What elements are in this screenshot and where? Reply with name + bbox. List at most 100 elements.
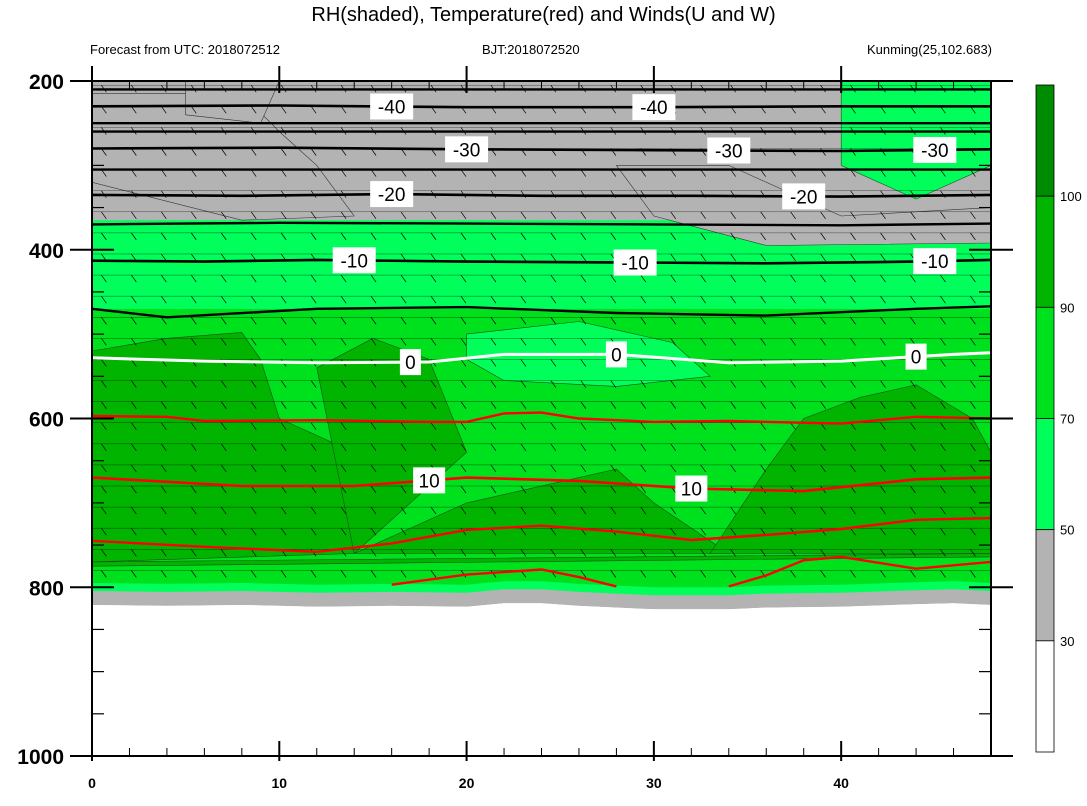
wind-barb [910,422,916,430]
wind-barb [910,295,916,304]
isotherm-label-box [905,343,927,370]
y-tick-label: 400 [29,240,64,263]
wind-barb [730,317,736,325]
wind-barb [820,549,826,557]
wind-barb [700,253,706,262]
wind-barb [550,401,557,409]
wind-barb [700,506,706,515]
wind-barb [610,485,617,494]
wind-barb [820,274,826,283]
wind-barb [101,506,107,515]
wind-barb [850,401,856,409]
wind-barb [850,232,856,241]
wind-barb [850,317,856,325]
wind-barb [280,401,287,409]
wind-barb [370,527,377,536]
wind-barb [730,464,736,473]
wind-barb [580,253,587,262]
wind-barb [760,464,766,473]
wind-barb [580,338,587,346]
wind-barb [161,232,167,241]
wind-barb [310,232,317,241]
isotherm-label: -20 [378,185,405,206]
wind-barb [610,443,617,452]
wind-barb [340,211,347,219]
wind-barb [340,443,347,452]
wind-barb [310,570,317,578]
wind-barb [700,317,706,325]
wind-barb [400,485,407,494]
wind-barb [101,274,107,283]
wind-barb [161,317,167,325]
wind-barb [610,380,617,388]
temperature-isotherm-0 [92,351,991,365]
isotherm-label-box [605,341,627,368]
wind-barb [700,527,706,536]
wind-barb [340,422,347,430]
wind-barb [490,295,497,304]
isotherm-label: -10 [340,251,367,272]
wind-barb [610,422,617,430]
wind-barb [940,464,946,473]
wind-barb [370,570,377,578]
wind-barb [400,570,407,578]
wind-barb [550,317,557,325]
wind-barb [640,401,647,409]
wind-barb [640,464,647,473]
wind-barb [910,232,916,241]
wind-barb [550,338,557,346]
wind-barb [250,401,257,409]
wind-barb [101,549,107,557]
wind-barb [730,549,736,557]
wind-barb [340,317,347,325]
wind-barb [520,443,527,452]
wind-barb [700,422,706,430]
wind-barb [430,338,437,346]
wind-barb [760,211,766,219]
wind-barb [970,295,976,304]
wind-barb [220,253,227,262]
temperature-isotherm [92,516,991,554]
wind-barb [940,274,946,283]
wind-barb [820,253,826,262]
wind-barb [190,570,197,578]
location-subtitle: Kunming(25,102.683) [866,42,992,57]
wind-barb [580,380,587,388]
wind-barb [940,401,946,409]
wind-barb [760,401,766,409]
wind-barb [220,464,227,473]
wind-barb [940,570,946,578]
wind-barb [550,295,557,304]
wind-barb [131,401,137,409]
wind-barb [430,422,437,430]
wind-barb [820,527,826,536]
wind-barb [220,506,227,515]
wind-barb [580,464,587,473]
wind-barb [820,380,826,388]
wind-barb [190,317,197,325]
wind-barb [340,549,347,557]
rh-band-90-100 [92,553,991,567]
wind-barb [460,274,467,283]
wind-barb [880,295,886,304]
wind-barb [460,295,467,304]
wind-barb [520,295,527,304]
wind-barb [970,211,976,219]
wind-barb [520,317,527,325]
wind-barb [340,401,347,409]
wind-barb [640,295,647,304]
wind-barb [430,232,437,241]
wind-barb [730,274,736,283]
wind-barb [250,549,257,557]
wind-barb [880,422,886,430]
wind-barb [820,506,826,515]
wind-barb [850,253,856,262]
wind-barb [580,506,587,515]
wind-barb [790,380,796,388]
wind-barb [880,570,886,578]
wind-barb [880,485,886,494]
wind-barb [190,549,197,557]
isotherm-label: 0 [611,345,622,366]
wind-barb [760,338,766,346]
wind-barb [490,359,497,367]
